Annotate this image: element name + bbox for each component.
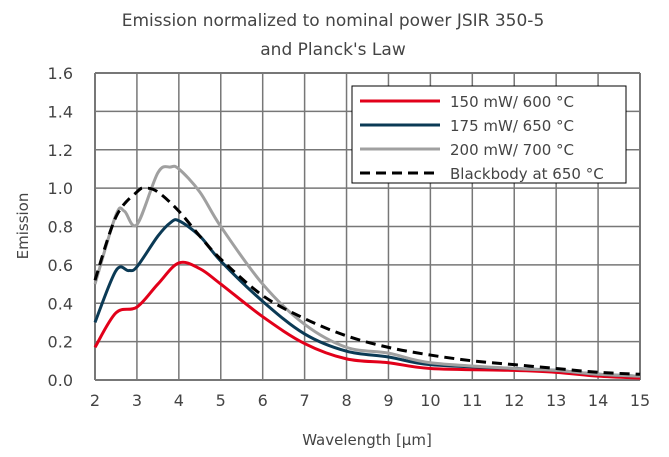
x-tick-label: 2: [90, 391, 100, 410]
tick-labels: 2 3 4 5 6 7 8 9 10 11 12 13 14 15 0.0 0.2 0.4 0.6 0.8 1.0 1.…: [48, 64, 651, 410]
x-tick-label: 8: [341, 391, 351, 410]
y-tick-label: 1.0: [48, 179, 73, 198]
x-tick-label: 5: [216, 391, 226, 410]
legend: 150 mW/ 600 °C 175 mW/ 650 °C 200 mW/ 700 …: [351, 85, 627, 184]
x-tick-label: 14: [588, 391, 608, 410]
x-tick-label: 12: [504, 391, 524, 410]
y-tick-label: 0.8: [48, 218, 73, 237]
y-tick-label: 0.2: [48, 333, 73, 352]
y-tick-label: 0.6: [48, 256, 73, 275]
x-tick-label: 10: [420, 391, 440, 410]
y-tick-label: 1.2: [48, 141, 73, 160]
y-tick-label: 0.0: [48, 371, 73, 390]
x-tick-label: 11: [462, 391, 482, 410]
y-tick-label: 0.4: [48, 294, 73, 313]
series-line-1: [93, 218, 641, 378]
x-tick-label: 3: [132, 391, 142, 410]
y-tick-label: 1.6: [48, 64, 73, 83]
x-tick-label: 9: [383, 391, 393, 410]
x-axis-label: Wavelength [µm]: [302, 431, 432, 449]
x-tick-label: 4: [174, 391, 184, 410]
series-line-3: [93, 186, 641, 376]
y-axis-label: Emission: [14, 193, 32, 260]
legend-label-1: 175 mW/ 650 °C: [450, 117, 574, 135]
chart-title-line-2: and Planck's Law: [260, 40, 406, 60]
series-line-2: [93, 164, 641, 378]
series-line-0: [93, 260, 641, 380]
x-tick-label: 13: [546, 391, 566, 410]
x-tick-label: 7: [300, 391, 310, 410]
legend-label-3: Blackbody at 650 °C: [450, 165, 604, 183]
legend-label-2: 200 mW/ 700 °C: [450, 141, 574, 159]
x-tick-label: 15: [630, 391, 650, 410]
legend-label-0: 150 mW/ 600 °C: [450, 93, 574, 111]
x-tick-label: 6: [258, 391, 268, 410]
series-group: [93, 164, 641, 380]
y-tick-label: 1.4: [48, 102, 73, 121]
chart-title-line-1: Emission normalized to nominal power JSI…: [122, 11, 545, 31]
